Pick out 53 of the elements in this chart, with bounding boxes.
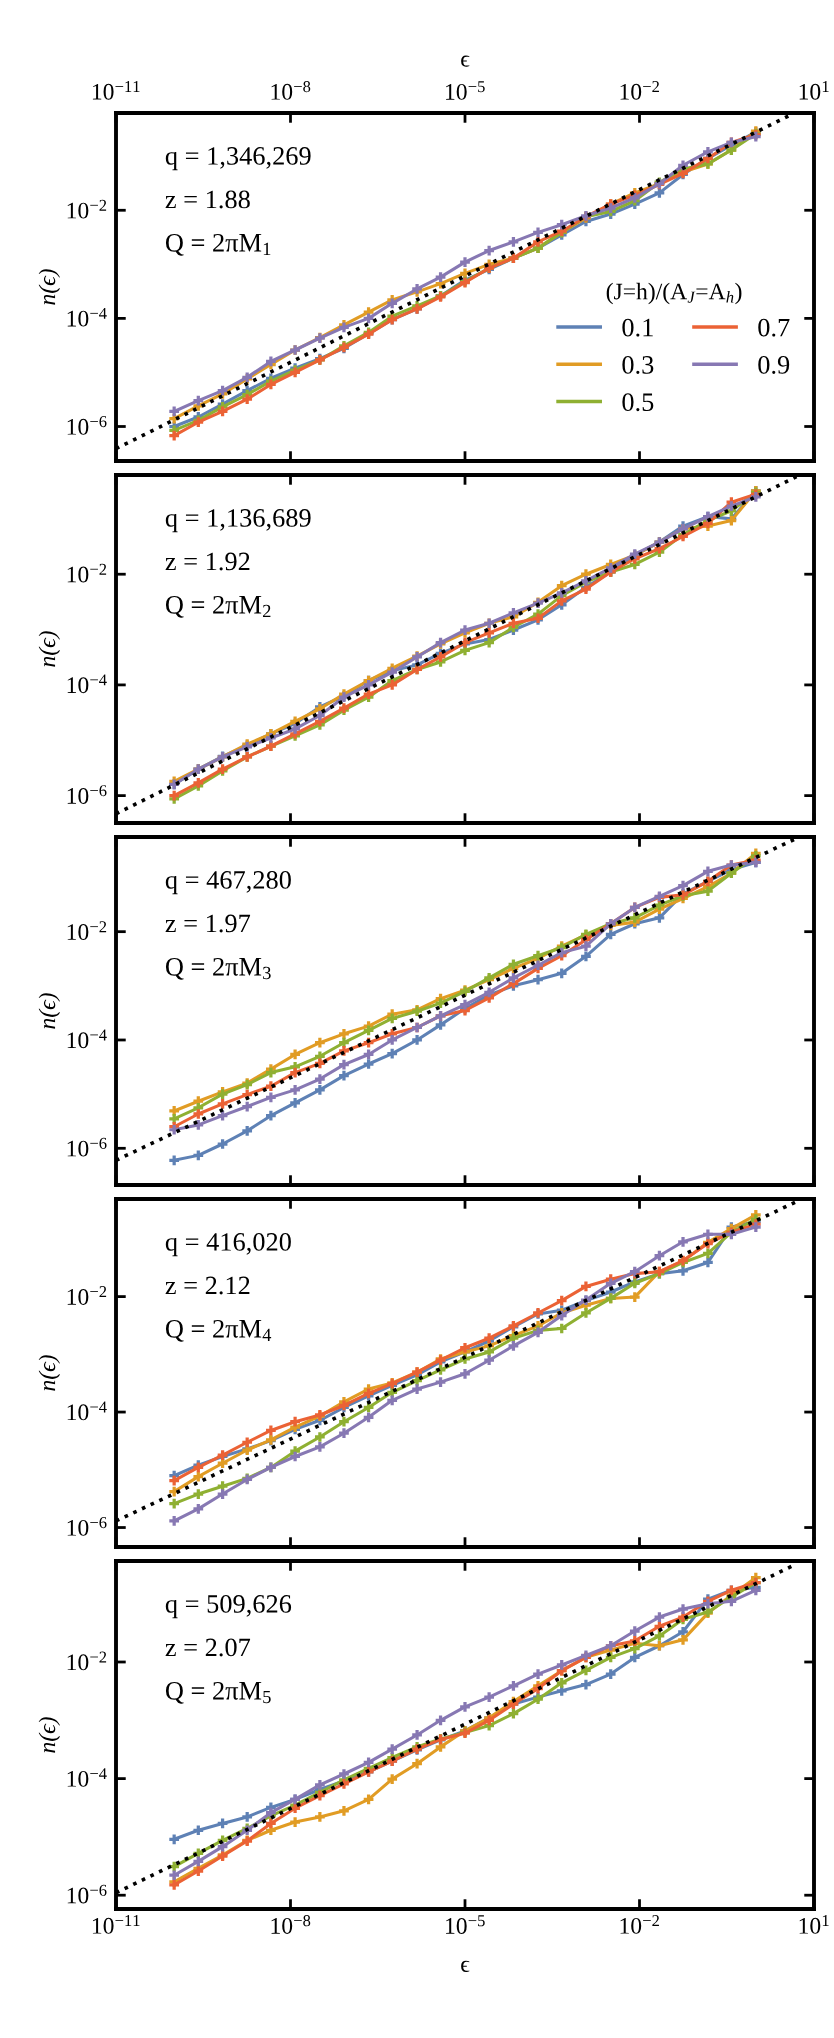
- annotation: q = 416,020: [165, 1233, 291, 1257]
- y-tick-label: 10$^{−2}$: [67, 1651, 107, 1671]
- y-axis-title: n(ϵ): [38, 631, 61, 667]
- y-tick-label: 10$^{−6}$: [67, 1884, 107, 1904]
- y-tick-label: 10$^{−6}$: [67, 416, 107, 435]
- y-tick-label: 10$^{−6}$: [67, 785, 107, 804]
- annotation: z = 2.12: [165, 1276, 250, 1295]
- x-tick-label: 10$^{−5}$: [446, 81, 485, 100]
- y-tick-label: 10$^{−2}$: [67, 563, 107, 583]
- annotation: Q = 2πM$_{4}$: [165, 1319, 272, 1342]
- x-tick-label: 10$^{−2}$: [620, 80, 659, 100]
- y-axis-title: n(ϵ): [38, 993, 61, 1029]
- y-tick-label: 10$^{−2}$: [67, 199, 107, 219]
- y-tick-label: 10$^{−2}$: [67, 1286, 107, 1305]
- annotation: Q = 2πM$_{2}$: [165, 595, 271, 618]
- x-tick-label: 10$^{1}$: [799, 80, 829, 100]
- legend-label: 0.9: [758, 355, 790, 374]
- y-tick-label: 10$^{−2}$: [67, 921, 107, 940]
- x-tick-label: 10$^{−11}$: [92, 1915, 140, 1934]
- annotation: q = 1,136,689: [165, 509, 311, 533]
- y-tick-label: 10$^{−4}$: [67, 307, 107, 327]
- x-tick-label: 10$^{−2}$: [620, 1915, 659, 1934]
- x-tick-label: 10$^{−5}$: [446, 1915, 485, 1934]
- annotation: q = 467,280: [165, 871, 291, 895]
- y-tick-label: 10$^{−4}$: [67, 1401, 107, 1421]
- annotation: q = 509,626: [165, 1595, 292, 1619]
- legend-label: 0.3: [622, 355, 654, 374]
- y-tick-label: 10$^{−6}$: [67, 1517, 107, 1536]
- y-axis-title: n(ϵ): [38, 1717, 61, 1753]
- y-axis-title: n(ϵ): [38, 269, 61, 305]
- y-tick-label: 10$^{−4}$: [67, 1029, 107, 1049]
- annotation: q = 1,346,269: [165, 147, 311, 171]
- x-tick-label: 10$^{−8}$: [271, 80, 311, 100]
- legend-label: 0.5: [622, 393, 654, 412]
- y-tick-label: 10$^{−4}$: [67, 674, 107, 694]
- annotation: z = 1.92: [165, 552, 250, 571]
- y-tick-label: 10$^{−6}$: [67, 1137, 107, 1157]
- legend-label: 0.7: [758, 318, 790, 337]
- legend-label: 0.1: [622, 318, 653, 337]
- annotation: z = 1.88: [165, 190, 250, 209]
- annotation: z = 2.07: [165, 1638, 251, 1657]
- x-axis-title: ϵ: [461, 55, 470, 67]
- x-tick-label: 10$^{−8}$: [271, 1915, 311, 1934]
- x-tick-label: 10$^{1}$: [799, 1915, 829, 1934]
- annotation: z = 1.97: [165, 914, 251, 933]
- y-axis-title: n(ϵ): [38, 1355, 61, 1391]
- x-axis-title: ϵ: [461, 1960, 470, 1973]
- legend-title: (J=h)/(A$_{J}$=A$_{h}$): [606, 282, 742, 305]
- annotation: Q = 2πM$_{1}$: [165, 233, 271, 256]
- annotation: Q = 2πM$_{3}$: [165, 957, 271, 980]
- x-tick-label: 10$^{−11}$: [92, 80, 140, 100]
- annotation: Q = 2πM$_{5}$: [165, 1681, 271, 1704]
- y-tick-label: 10$^{−4}$: [67, 1768, 107, 1787]
